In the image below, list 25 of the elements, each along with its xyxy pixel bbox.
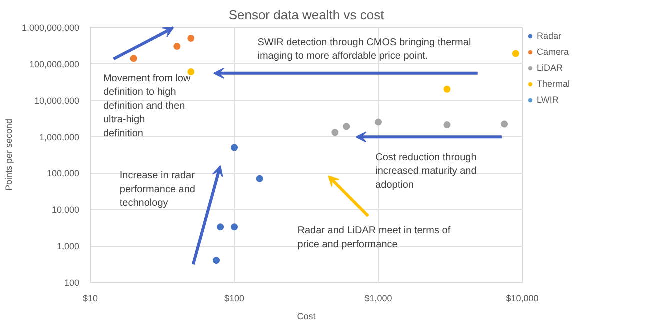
y-tick-label: 1,000,000	[39, 132, 80, 142]
y-tick-label: 1,000	[56, 242, 80, 252]
legend-label: LWIR	[537, 95, 559, 105]
annotation: Movement from low definition to high definition and then ultra-high definition	[103, 73, 192, 140]
x-tick-label: $10,000	[506, 294, 539, 304]
x-tick-label: $100	[224, 294, 245, 304]
x-tick-label: $1,000	[364, 294, 392, 304]
y-tick-label: 10,000,000	[34, 96, 80, 106]
y-tick-label: 100,000	[46, 168, 80, 179]
legend-label: Radar	[537, 31, 562, 41]
annotation: Radar and LiDAR meet in terms of price and performance	[298, 226, 451, 250]
y-axis-title: Points per second	[4, 118, 14, 192]
legend-label: LiDAR	[537, 63, 564, 73]
annotation: Increase in radar performance and technology	[120, 170, 196, 210]
chart-title: Sensor data wealth vs cost	[228, 8, 385, 22]
y-tick-label: 100,000,000	[29, 59, 80, 70]
annotation: Cost reduction through increased maturity and adoption	[376, 152, 477, 191]
y-tick-label: 10,000	[52, 205, 80, 216]
y-tick-label: 1,000,000,000	[22, 23, 80, 33]
x-tick-label: $10	[82, 294, 98, 304]
annotation: SWIR detection through CMOS bringing thermal imaging to more affordable price point.	[258, 37, 472, 62]
legend-label: Camera	[537, 47, 570, 57]
x-axis-title: Cost	[297, 312, 316, 322]
legend-label: Thermal	[537, 79, 570, 89]
y-tick-label: 100	[64, 278, 80, 288]
